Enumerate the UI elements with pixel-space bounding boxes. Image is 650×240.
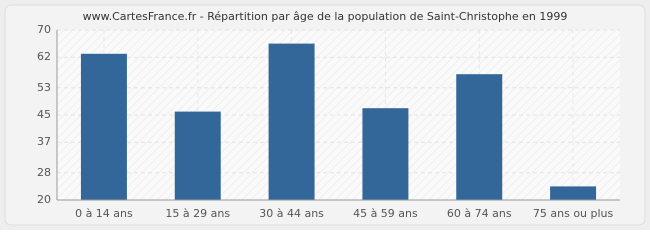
x-tick-label: 75 ans ou plus (533, 207, 614, 220)
bar (268, 43, 315, 200)
y-tick-label: 45 (37, 108, 51, 121)
x-tick-label: 0 à 14 ans (75, 207, 133, 220)
y-tick-label: 53 (37, 81, 51, 94)
y-tick-label: 28 (37, 166, 51, 179)
y-tick-label: 62 (37, 50, 51, 63)
chart-title: www.CartesFrance.fr - Répartition par âg… (83, 10, 568, 23)
y-tick-label: 70 (37, 23, 51, 36)
y-tick-label: 37 (37, 135, 51, 148)
bar (80, 53, 127, 200)
bar (456, 74, 503, 200)
bar (550, 186, 597, 200)
x-tick-label: 60 à 74 ans (447, 207, 512, 220)
bar (174, 111, 221, 200)
x-tick-label: 15 à 29 ans (165, 207, 230, 220)
y-tick-label: 20 (37, 193, 51, 206)
chart: www.CartesFrance.fr - Répartition par âg… (0, 0, 650, 230)
bar (362, 108, 409, 200)
x-tick-label: 30 à 44 ans (259, 207, 324, 220)
x-tick-label: 45 à 59 ans (353, 207, 418, 220)
